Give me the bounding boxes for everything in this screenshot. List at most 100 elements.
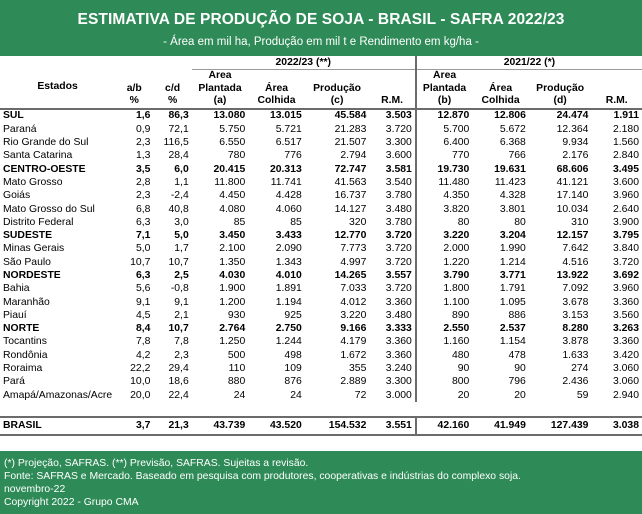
cell-cd-pct: 2,3 — [174, 349, 189, 361]
table-header-columns: Estados a/b% c/d% Área Plantada (a) Área Co… — [0, 69, 642, 110]
cell-area-colhida-2122: 1.791 — [499, 283, 526, 295]
cell-cd-pct: 3,0 — [174, 216, 189, 228]
cell-ab-pct: 6,3 — [135, 216, 151, 228]
cell-area-colhida-2122: 3.801 — [499, 203, 526, 215]
cell-area-plantada-2223: 4.030 — [219, 270, 246, 281]
cell-area-plantada-2223: 4.080 — [219, 203, 246, 215]
table-row-amapa-amazonas-acre: Amapá/Amazonas/Acre 20,0 22,4 24 24 72 3.000 20… — [0, 389, 642, 403]
cell-area-plantada-2122: 3.820 — [414, 202, 473, 217]
table-row-maranhao: Maranhão 9,1 9,1 1.200 1.194 4.012 3.360 1.100 1… — [0, 295, 642, 310]
cell-producao-2122: 24.474 — [556, 110, 589, 122]
header-banner: ESTIMATIVA DE PRODUÇÃO DE SOJA - BRASIL … — [0, 0, 642, 56]
cell-producao-2122: 2.176 — [562, 150, 589, 162]
cell-rm-2122: 3.360 — [612, 296, 639, 308]
cell-rm-2223: 3.360 — [385, 336, 412, 348]
cell-area-colhida-2122: 1.990 — [499, 243, 526, 255]
table-row-goias: Goiás 2,3 -2,4 4.450 4.428 16.737 3.780 4.350 4.… — [0, 189, 642, 203]
cell-ab-pct: 1,6 — [135, 110, 151, 122]
cell-area-colhida-2223: 2.090 — [275, 243, 302, 255]
cell-area-plantada-2122: 4.350 — [414, 189, 473, 203]
table-row-mato-grosso: Mato Grosso 2,8 1,1 11.800 11.741 41.563 3.540… — [0, 176, 642, 190]
table-row-brasil: BRASIL 3,7 21,3 43.739 43.520 154.532 3.551 42.… — [0, 415, 642, 436]
cell-cd-pct: 10,7 — [168, 323, 189, 335]
cell-ab-pct: 6,8 — [135, 203, 151, 215]
cell-area-plantada-2122: 1.100 — [414, 295, 473, 310]
table-row-santa-catarina: Santa Catarina 1,3 28,4 780 776 2.794 3.600 770… — [0, 149, 642, 163]
cell-estado: Paraná — [3, 123, 37, 135]
cell-cd-pct: 18,6 — [168, 376, 189, 388]
cell-producao-2223: 72 — [354, 389, 367, 401]
cell-rm-2122: 3.420 — [612, 349, 639, 361]
cell-rm-2223: 3.720 — [385, 243, 412, 255]
cell-area-plantada-2223: 880 — [227, 376, 246, 388]
cell-rm-2223: 3.720 — [385, 230, 412, 242]
table-row-mato-grosso-do-sul: Mato Grosso do Sul 6,8 40,8 4.080 4.060 14.12… — [0, 202, 642, 217]
cell-producao-2223: 3.220 — [340, 309, 367, 321]
cell-rm-2223: 3.480 — [385, 309, 412, 321]
cell-area-colhida-2223: 5.721 — [275, 123, 302, 135]
cell-producao-2122: 59 — [576, 389, 589, 401]
cell-rm-2122: 3.840 — [612, 243, 639, 255]
spacer-row — [0, 402, 642, 416]
cell-estado: Rio Grande do Sul — [3, 137, 89, 149]
cell-estado: Rondônia — [3, 349, 48, 361]
cell-producao-2223: 4.997 — [340, 256, 367, 268]
cell-area-colhida-2122: 4.328 — [499, 190, 526, 202]
cell-cd-pct: 116,5 — [163, 137, 189, 149]
cell-rm-2122: 2.940 — [612, 389, 639, 401]
cell-producao-2223: 12.770 — [334, 230, 367, 242]
cell-area-colhida-2122: 80 — [514, 216, 526, 228]
cell-cd-pct: 5,0 — [174, 230, 189, 242]
cell-area-colhida-2122: 1.095 — [499, 296, 526, 308]
cell-rm-2223: 3.720 — [385, 123, 412, 135]
cell-estado: BRASIL — [0, 415, 116, 436]
cell-rm-2223: 3.360 — [385, 296, 412, 308]
cell-area-colhida-2122: 1.214 — [499, 256, 526, 268]
cell-rm-2223: 3.503 — [385, 110, 412, 122]
cell-estado: SUDESTE — [3, 230, 53, 242]
cell-ab-pct: 10,7 — [130, 256, 151, 268]
cell-area-plantada-2223: 5.750 — [219, 123, 246, 135]
cell-ab-pct: 10,0 — [130, 376, 151, 388]
cell-ab-pct: 0,9 — [135, 123, 151, 135]
cell-area-colhida-2223: 1.891 — [275, 283, 302, 295]
cell-rm-2223: 3.333 — [385, 323, 412, 335]
table-row-tocantins: Tocantins 7,8 7,8 1.250 1.244 4.179 3.360 1.160… — [0, 335, 642, 350]
table-row-norte: NORTE 8,4 10,7 2.764 2.750 9.166 3.333 2.550 2.5… — [0, 322, 642, 336]
col-header-rm-2122: R.M. — [591, 69, 642, 110]
cell-cd-pct: 40,8 — [168, 203, 189, 215]
cell-estado: Maranhão — [3, 296, 50, 308]
cell-producao-2122: 13.922 — [556, 270, 589, 281]
cell-area-plantada-2223: 13.080 — [213, 110, 246, 122]
cell-cd-pct: 2,1 — [174, 309, 189, 321]
cell-cd-pct: 28,4 — [168, 150, 189, 162]
cell-area-plantada-2223: 2.100 — [219, 243, 246, 255]
cell-cd-pct: 9,1 — [174, 296, 189, 308]
cell-producao-2223: 45.584 — [334, 110, 367, 122]
cell-area-plantada-2223: 1.200 — [219, 296, 246, 308]
cell-area-plantada-2223: 1.900 — [219, 283, 246, 295]
cell-area-plantada-2122: 800 — [414, 375, 473, 390]
cell-ab-pct: 2,8 — [135, 176, 151, 188]
cell-area-plantada-2122: 1.160 — [414, 335, 473, 350]
col-header-producao-d: Produção (d) — [528, 69, 592, 110]
cell-area-colhida-2223: 13.015 — [269, 110, 302, 122]
cell-cd-pct: 6,0 — [174, 163, 189, 175]
cell-rm-2223: 3.557 — [385, 270, 412, 281]
table-row-bahia: Bahia 5,6 -0,8 1.900 1.891 7.033 3.720 1.800 1.7… — [0, 282, 642, 296]
cell-rm-2122: 3.060 — [612, 376, 639, 388]
cell-area-colhida-2122: 12.806 — [494, 110, 526, 122]
cell-producao-2122: 7.092 — [562, 283, 589, 295]
block-2021-22-label: 2021/22 (*) — [414, 56, 642, 71]
col-header-area-plantada-b: Área Plantada (b) — [414, 69, 473, 110]
cell-rm-2223: 3.551 — [369, 415, 416, 436]
cell-area-colhida-2223: 3.433 — [275, 230, 302, 242]
cell-cd-pct: -2,4 — [170, 190, 189, 202]
cell-area-colhida-2122: 6.368 — [499, 137, 526, 149]
cell-area-plantada-2122: 5.700 — [414, 123, 473, 137]
cell-producao-2223: 21.507 — [334, 137, 367, 149]
cell-ab-pct: 3,5 — [135, 163, 151, 175]
cell-rm-2122: 3.720 — [612, 256, 639, 268]
cell-area-colhida-2223: 925 — [284, 309, 302, 321]
cell-estado: Roraima — [3, 363, 43, 375]
